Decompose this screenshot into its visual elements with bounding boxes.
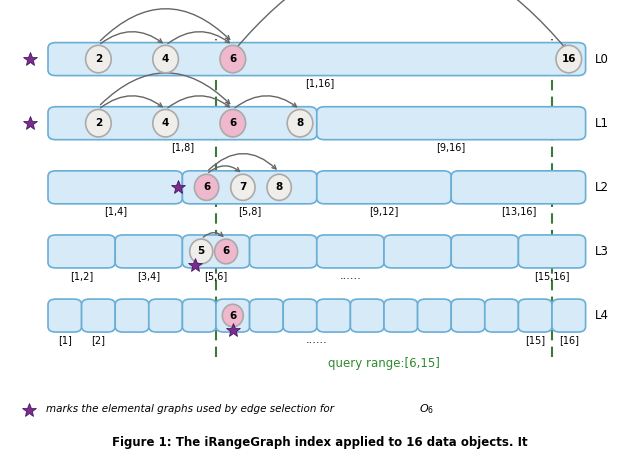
Ellipse shape: [220, 45, 246, 73]
Text: L3: L3: [595, 245, 609, 258]
FancyBboxPatch shape: [351, 299, 384, 332]
Text: [1]: [1]: [58, 335, 72, 345]
Text: [1,8]: [1,8]: [171, 142, 194, 153]
Text: L0: L0: [595, 53, 609, 65]
Text: 6: 6: [223, 246, 230, 256]
Ellipse shape: [556, 45, 582, 73]
FancyBboxPatch shape: [250, 299, 284, 332]
Text: L2: L2: [595, 181, 609, 194]
Text: 6: 6: [229, 118, 236, 128]
Ellipse shape: [153, 109, 179, 137]
FancyBboxPatch shape: [48, 235, 115, 268]
FancyBboxPatch shape: [182, 235, 250, 268]
Text: 4: 4: [162, 118, 170, 128]
Ellipse shape: [195, 174, 219, 200]
FancyBboxPatch shape: [317, 299, 351, 332]
FancyBboxPatch shape: [317, 107, 586, 140]
Text: 7: 7: [239, 182, 246, 192]
FancyBboxPatch shape: [48, 171, 182, 204]
Text: $\it{O_6}$: $\it{O_6}$: [419, 402, 435, 416]
Text: 5: 5: [198, 246, 205, 256]
Text: [16]: [16]: [559, 335, 579, 345]
Text: [5,8]: [5,8]: [238, 207, 261, 217]
Ellipse shape: [222, 304, 243, 327]
Text: 6: 6: [229, 311, 236, 321]
Text: L4: L4: [595, 309, 609, 322]
FancyBboxPatch shape: [384, 235, 451, 268]
Ellipse shape: [86, 45, 111, 73]
FancyBboxPatch shape: [250, 235, 317, 268]
Text: [9,16]: [9,16]: [436, 142, 466, 153]
Text: query range:[6,15]: query range:[6,15]: [328, 357, 440, 370]
FancyBboxPatch shape: [451, 235, 518, 268]
Text: 4: 4: [162, 54, 170, 64]
FancyBboxPatch shape: [317, 235, 384, 268]
FancyBboxPatch shape: [82, 299, 115, 332]
Text: 6: 6: [229, 54, 236, 64]
Text: 8: 8: [296, 118, 303, 128]
Text: 8: 8: [276, 182, 283, 192]
Ellipse shape: [86, 109, 111, 137]
Text: 2: 2: [95, 118, 102, 128]
FancyBboxPatch shape: [149, 299, 182, 332]
FancyBboxPatch shape: [417, 299, 451, 332]
Text: [1,2]: [1,2]: [70, 271, 93, 281]
Text: [15]: [15]: [525, 335, 545, 345]
Ellipse shape: [214, 239, 237, 264]
FancyBboxPatch shape: [284, 299, 317, 332]
Text: marks the elemental graphs used by edge selection for: marks the elemental graphs used by edge …: [46, 404, 337, 414]
FancyBboxPatch shape: [182, 171, 317, 204]
Text: Figure 1: The iRangeGraph index applied to 16 data objects. It: Figure 1: The iRangeGraph index applied …: [112, 436, 528, 449]
FancyBboxPatch shape: [451, 299, 485, 332]
FancyBboxPatch shape: [182, 299, 216, 332]
Text: [13,16]: [13,16]: [500, 207, 536, 217]
Text: [9,12]: [9,12]: [369, 207, 399, 217]
Ellipse shape: [231, 174, 255, 200]
FancyBboxPatch shape: [48, 299, 82, 332]
Ellipse shape: [287, 109, 313, 137]
Text: [3,4]: [3,4]: [137, 271, 161, 281]
Text: L1: L1: [595, 117, 609, 130]
FancyBboxPatch shape: [115, 235, 182, 268]
Text: 16: 16: [561, 54, 576, 64]
Text: ......: ......: [306, 335, 328, 345]
FancyBboxPatch shape: [451, 171, 586, 204]
Ellipse shape: [153, 45, 179, 73]
FancyBboxPatch shape: [518, 299, 552, 332]
FancyBboxPatch shape: [384, 299, 417, 332]
Text: [5,6]: [5,6]: [204, 271, 228, 281]
FancyBboxPatch shape: [48, 43, 586, 76]
FancyBboxPatch shape: [115, 299, 148, 332]
Ellipse shape: [189, 239, 212, 264]
Text: [1,4]: [1,4]: [104, 207, 127, 217]
FancyBboxPatch shape: [485, 299, 518, 332]
Text: ......: ......: [340, 271, 361, 281]
Text: 6: 6: [203, 182, 210, 192]
FancyBboxPatch shape: [48, 107, 317, 140]
Ellipse shape: [220, 109, 246, 137]
FancyBboxPatch shape: [216, 299, 250, 332]
FancyBboxPatch shape: [317, 171, 451, 204]
FancyBboxPatch shape: [518, 235, 586, 268]
Ellipse shape: [267, 174, 291, 200]
Text: [15,16]: [15,16]: [534, 271, 570, 281]
FancyBboxPatch shape: [552, 299, 586, 332]
Text: [1,16]: [1,16]: [305, 78, 335, 88]
Text: 2: 2: [95, 54, 102, 64]
Text: [2]: [2]: [92, 335, 106, 345]
